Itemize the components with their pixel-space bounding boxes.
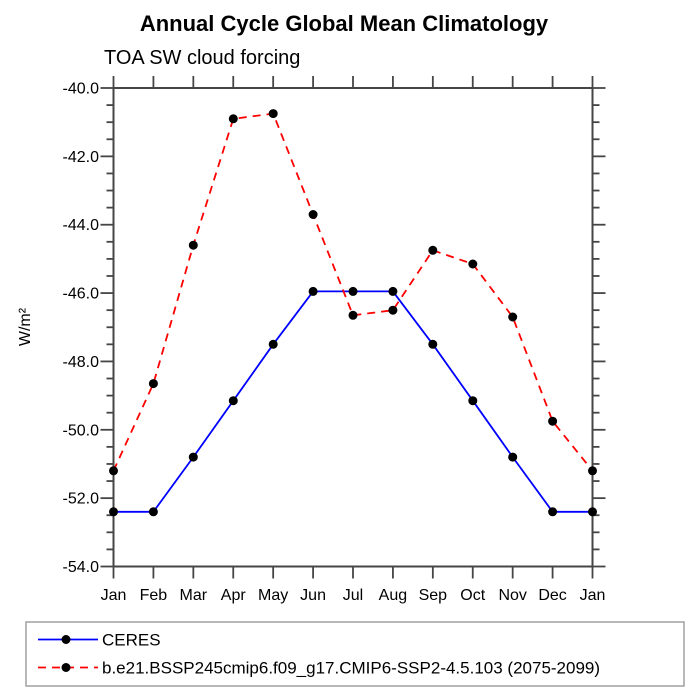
legend-box [25,621,685,687]
x-tick-label: Aug [379,587,407,604]
data-point-model [228,114,238,124]
data-point-ceres [388,286,398,296]
data-point-model [348,310,358,320]
legend-label-ceres: CERES [102,631,161,650]
x-tick-label: Jan [580,587,606,604]
axis-ticks [100,76,606,579]
data-point-ceres [548,507,558,517]
x-tick-label: May [258,587,288,604]
data-point-ceres [109,507,118,517]
plot-border [112,87,594,568]
data-point-model [268,109,278,119]
x-tick-label: Jul [343,587,363,604]
y-tick-label: -48.0 [63,354,100,371]
y-axis-label: W/m² [17,307,34,346]
data-point-ceres [148,507,158,517]
data-point-model [308,210,318,219]
legend: CERES b.e21.BSSP245cmip6.f09_g17.CMIP6-S… [25,621,685,687]
x-tick-label: Mar [180,587,208,604]
data-point-model [148,379,158,389]
x-tick-label: Oct [460,587,485,604]
data-point-ceres [508,452,518,462]
data-point-ceres [188,452,198,462]
data-point-model [109,466,118,476]
legend-marker-ceres [61,635,71,644]
x-tick-label: Apr [221,587,247,604]
y-tick-label: -52.0 [63,491,100,508]
chart-title: Annual Cycle Global Mean Climatology [140,11,549,36]
y-tick-label: -42.0 [63,149,100,166]
x-tick-label: Jan [101,587,127,604]
data-point-model [388,305,398,315]
data-point-model [188,240,198,250]
data-point-ceres [428,339,438,349]
legend-marker-model [61,663,71,672]
data-point-ceres [268,339,278,349]
data-point-model [468,259,478,269]
x-tick-label: Jun [300,587,326,604]
y-tick-label: -46.0 [63,286,100,303]
axis-tick-labels: Jan Feb Mar Apr May Jun Jul Aug Sep Oct Nov Dec Jan-… [63,81,606,605]
x-tick-label: Nov [498,587,526,604]
y-tick-label: -54.0 [63,559,100,576]
data-point-ceres [348,286,358,296]
y-tick-label: -44.0 [63,217,100,234]
y-tick-label: -50.0 [63,422,100,439]
data-point-model [428,245,438,255]
data-point-ceres [588,507,597,517]
data-point-model [548,416,558,426]
y-tick-label: -40.0 [63,81,100,98]
data-point-ceres [468,396,478,406]
data-point-model [588,466,597,476]
data-point-model [508,312,518,322]
data-point-markers [109,109,597,517]
x-tick-label: Feb [140,587,168,604]
series-line-ceres [113,290,593,513]
legend-label-model: b.e21.BSSP245cmip6.f09_g17.CMIP6-SSP2-4.… [102,659,600,678]
chart-subtitle: TOA SW cloud forcing [104,47,300,69]
data-point-ceres [308,286,318,296]
data-point-ceres [228,396,238,406]
x-tick-label: Dec [538,587,566,604]
x-tick-label: Sep [419,587,448,604]
